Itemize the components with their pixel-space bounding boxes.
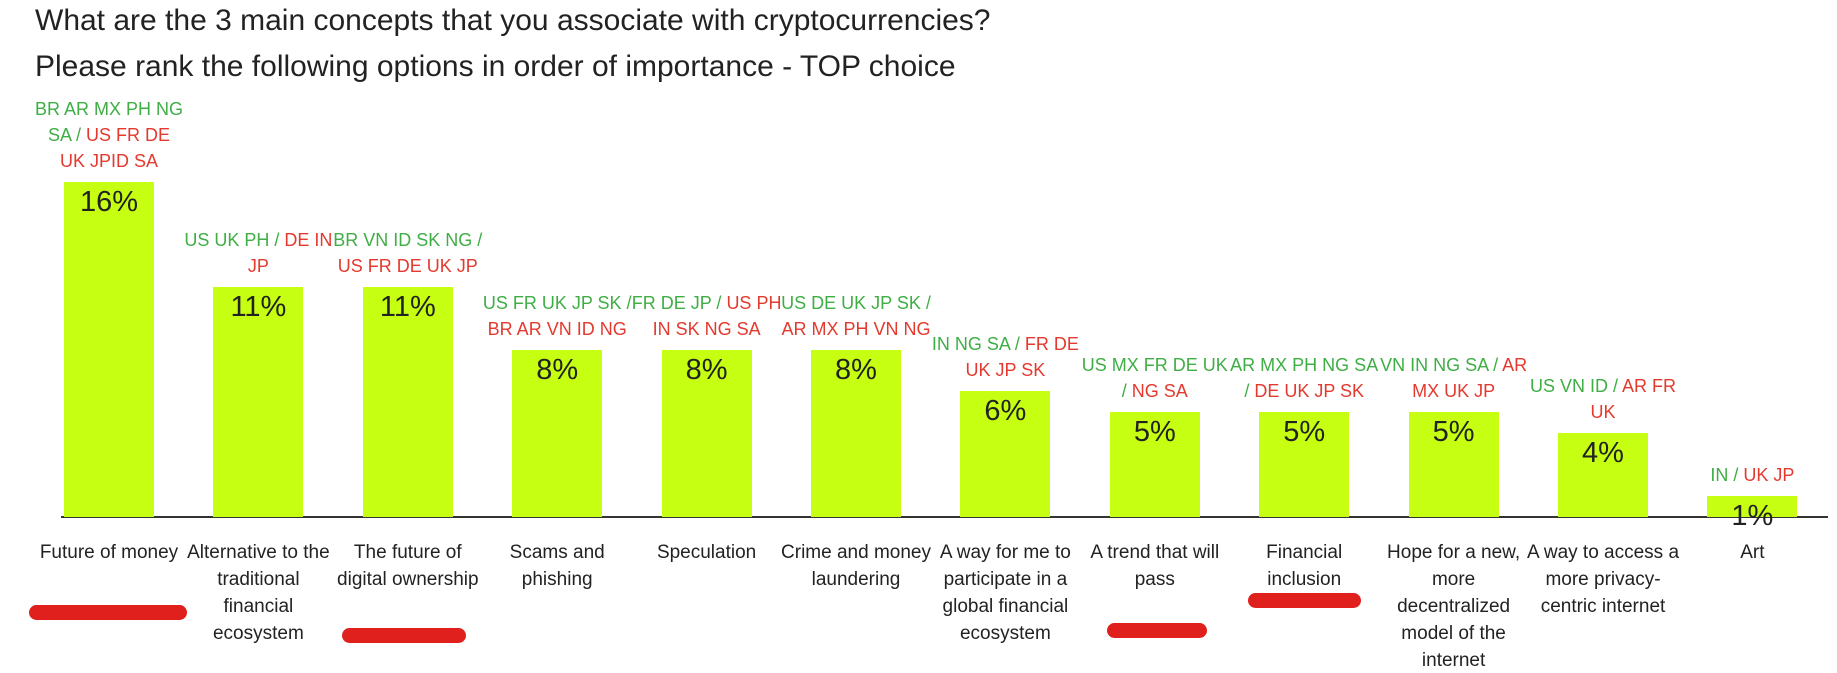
value-label: 1% [1731,500,1774,533]
highlight-underline [29,605,187,620]
annotation-positive: FR DE JP / [631,292,722,313]
value-label: 8% [536,353,579,386]
annotation: FR DE JP / US PH IN SK NG SA [632,290,782,342]
x-tick-label: Art [1740,542,1765,563]
value-label: 5% [1283,416,1326,449]
value-label: 4% [1582,437,1624,470]
highlight-underline [1107,623,1207,638]
annotation-positive: AR MX PH NG SA / [1230,355,1379,402]
annotation: US DE UK JP SK / AR MX PH VN NG [781,290,931,342]
x-tick-label: Scams and phishing [509,542,605,590]
x-tick-label: A way for me to participate in a global … [939,542,1071,644]
x-tick-label: Speculation [656,542,757,563]
annotation-negative: US FR DE UK JPID SA [59,125,171,171]
annotation-negative: AR MX PH VN NG [781,318,931,339]
x-tick-label: Hope for a new, more decentralized model… [1387,542,1521,671]
annotation-positive: US VN ID / [1529,376,1618,397]
chart-subtitle: Please rank the following options in ord… [35,50,956,83]
bar [1408,412,1499,517]
annotation-positive: US MX FR DE UK / [1081,355,1228,402]
value-label: 5% [1432,416,1475,449]
annotation-negative: NG SA [1131,381,1188,402]
annotation: US VN ID / AR FR UK [1528,373,1678,425]
bar [362,286,453,517]
annotation-negative: AR MX UK JP [1412,355,1528,402]
annotation-negative: DE IN JP [247,229,333,276]
bar [1259,412,1350,517]
value-label: 11% [379,290,436,323]
x-tick-label: A trend that will pass [1090,542,1220,590]
annotation-negative: DE UK JP SK [1254,381,1365,402]
annotation: US UK PH / DE IN JP [183,227,333,279]
value-label: 5% [1133,416,1176,449]
annotation: US FR UK JP SK / BR AR VN ID NG [482,290,632,342]
value-label: 16% [79,186,139,218]
annotation-positive: US DE UK JP SK / [781,292,931,313]
bar [1558,433,1648,517]
annotation-positive: VN IN NG SA / [1380,355,1499,376]
bar [1109,412,1200,517]
annotation: US MX FR DE UK / NG SA [1080,352,1230,404]
x-tick-label: The future of digital ownership [337,542,479,590]
annotation: IN NG SA / FR DE UK JP SK [930,331,1080,383]
annotation-negative: AR FR UK [1590,376,1677,423]
bar [64,182,154,517]
annotation-positive: US FR UK JP SK / [482,292,632,313]
x-tick-label: Crime and money laundering [781,542,931,590]
annotation-negative: US PH IN SK NG SA [652,292,782,339]
annotation-negative: FR DE UK JP SK [965,334,1079,381]
value-label: 6% [984,395,1027,428]
x-tick-label: A way to access a more privacy-centric i… [1526,542,1680,617]
annotation: AR MX PH NG SA / DE UK JP SK [1229,352,1379,404]
bar [512,349,603,517]
chart-title: What are the 3 main concepts that you as… [35,4,991,37]
annotation-negative: UK JP [1743,465,1795,486]
annotation-positive: US UK PH / [184,229,280,250]
value-label: 8% [685,353,728,386]
value-label: 8% [835,353,877,386]
annotation: BR AR MX PH NG SA / US FR DE UK JPID SA [34,96,184,174]
bar [811,349,901,517]
x-tick-label: Future of money [39,542,179,563]
bar [661,349,752,517]
annotation: VN IN NG SA / AR MX UK JP [1379,352,1529,404]
bar [1707,496,1798,517]
bar [960,391,1051,517]
annotation-positive: BR AR MX PH NG SA / [34,99,184,145]
annotation-positive: IN NG SA / [931,334,1020,355]
annotation: BR VN ID SK NG / US FR DE UK JP [333,227,483,279]
annotation-positive: IN / [1710,465,1739,486]
highlight-underline [342,628,466,643]
annotation: IN / UK JP [1677,462,1827,488]
annotation-negative: US FR DE UK JP [337,255,478,276]
bar [213,286,304,517]
baseline [61,516,1828,518]
x-tick-label: Financial inclusion [1266,542,1343,590]
highlight-underline [1248,593,1361,608]
x-tick-label: Alternative to the traditional financial… [187,542,330,644]
annotation-negative: BR AR VN ID NG [487,318,627,339]
value-label: 11% [230,290,287,323]
annotation-positive: BR VN ID SK NG / [333,229,483,250]
